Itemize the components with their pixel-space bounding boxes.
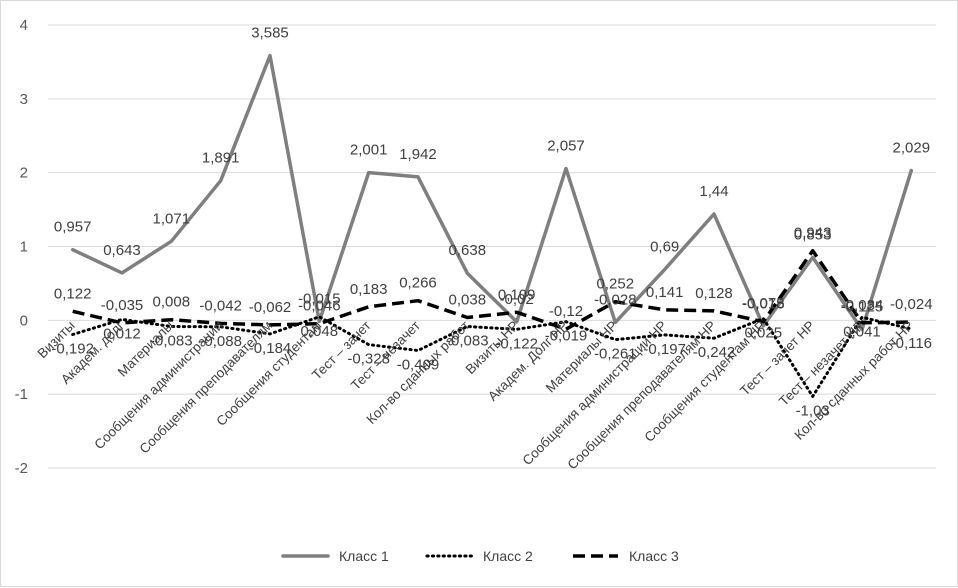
category-label: Кол-во сданных работ [363, 318, 472, 427]
data-label: -0,075 [742, 295, 785, 312]
y-axis-ticks: -2 -1 0 1 2 3 4 [15, 17, 28, 477]
y-tick-label: -2 [15, 460, 28, 477]
legend-label: Класс 1 [339, 548, 389, 564]
data-label: -0,125 [841, 299, 884, 316]
data-label: 1,44 [699, 183, 728, 200]
data-label: 2,001 [350, 142, 388, 159]
y-tick-label: 0 [20, 312, 28, 329]
data-label: -0,028 [594, 291, 637, 308]
data-label: 0,048 [301, 323, 339, 340]
data-label: 0,122 [54, 285, 92, 302]
data-label: -0,088 [199, 333, 242, 350]
data-label: 0,252 [597, 276, 635, 293]
series-line-2 [71, 315, 913, 398]
data-label: -0,192 [51, 341, 94, 358]
legend-label: Класс 3 [629, 548, 679, 564]
data-label: 2,029 [893, 140, 931, 157]
data-label: 0,643 [103, 242, 141, 259]
data-label: -0,328 [347, 351, 390, 368]
data-label: -0,083 [446, 332, 489, 349]
data-label: -0,042 [199, 297, 242, 314]
data-label: -0,122 [495, 335, 538, 352]
data-label: -0,242 [693, 344, 736, 361]
data-label: 0,69 [650, 238, 679, 255]
data-label: -0,035 [101, 297, 144, 314]
data-label: 0,957 [54, 219, 92, 236]
data-label: 0,266 [399, 275, 437, 292]
data-label: 0,109 [498, 286, 536, 303]
data-label: 0,008 [153, 294, 191, 311]
y-tick-label: 4 [20, 17, 28, 34]
data-label: -0,034 [841, 297, 884, 314]
data-label: 0,853 [794, 226, 832, 243]
data-label: 3,585 [251, 25, 289, 42]
data-label: -0,184 [249, 340, 292, 357]
data-labels: 0,957 0,643 1,071 1,891 3,585 -0,015 2,001 1,94… [51, 25, 932, 420]
data-label: 1,942 [399, 146, 437, 163]
data-label: -0,019 [545, 328, 588, 345]
data-label: 0,038 [449, 292, 487, 309]
category-label: Тест – незачет НР [776, 318, 867, 409]
data-label: 2,057 [547, 137, 585, 154]
y-tick-label: 3 [20, 91, 28, 108]
legend-label: Класс 2 [483, 548, 533, 564]
data-label: -0,261 [594, 346, 637, 363]
data-label: 0,128 [695, 285, 733, 302]
data-label: -0,02 [500, 291, 534, 308]
data-label: -0,024 [890, 296, 933, 313]
data-label: 0,012 [103, 325, 141, 342]
data-label: -0,116 [891, 335, 932, 352]
series-line-1 [70, 53, 914, 332]
data-label: -0,062 [249, 299, 292, 316]
data-label: 0,141 [646, 284, 684, 301]
data-label: -0,409 [397, 357, 440, 374]
data-label: 1,071 [153, 210, 191, 227]
legend: Класс 1 Класс 2 Класс 3 [281, 548, 679, 564]
data-label: 0,041 [843, 323, 881, 340]
series-lines [70, 53, 914, 398]
y-tick-label: -1 [15, 386, 28, 403]
gridlines [48, 24, 936, 469]
data-label: -0,197 [643, 341, 686, 358]
data-label: 0,943 [794, 225, 832, 242]
y-tick-label: 1 [20, 239, 28, 256]
data-label: -0,018 [742, 296, 785, 313]
data-label: -0,12 [549, 303, 583, 320]
data-label: 0,638 [449, 242, 487, 259]
series-line-3 [72, 248, 912, 331]
data-label: -1,03 [796, 402, 830, 419]
data-label: -0,083 [150, 332, 193, 349]
data-label: 0,025 [745, 324, 783, 341]
data-label: 1,891 [202, 150, 240, 167]
data-label: 0,183 [350, 281, 388, 298]
data-label: -0,046 [298, 298, 341, 315]
data-label: -0,015 [298, 290, 341, 307]
y-tick-label: 2 [20, 165, 28, 182]
